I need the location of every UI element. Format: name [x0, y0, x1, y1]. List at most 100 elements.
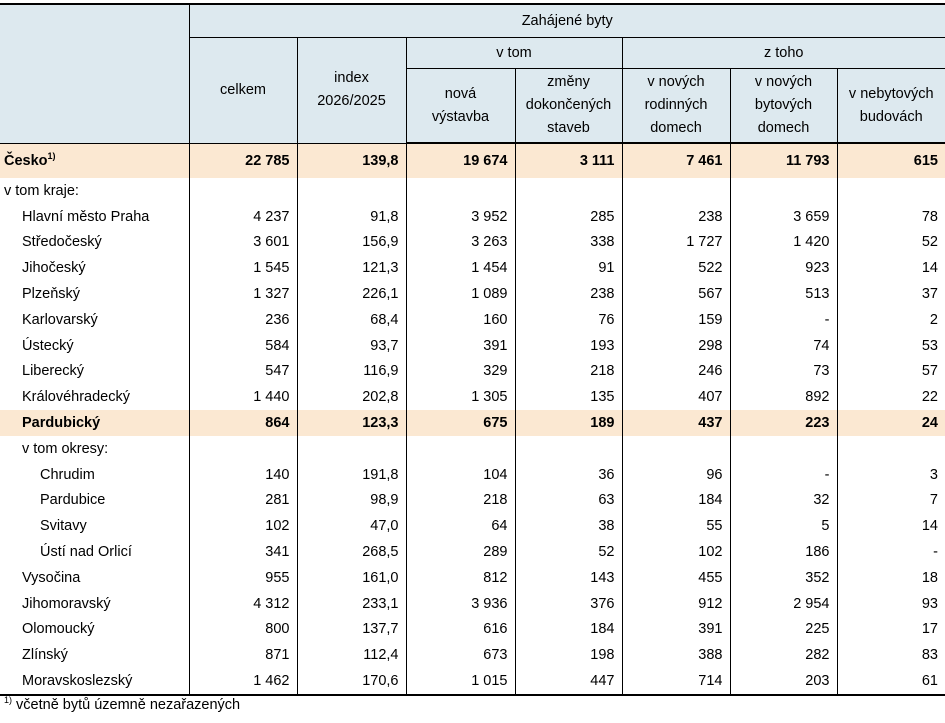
- cell-index: 93,7: [296, 332, 406, 359]
- row-name: Svitavy: [40, 518, 87, 535]
- cell-nebytove-budovy: 615: [836, 143, 945, 178]
- cell-index: 170,6: [296, 668, 406, 696]
- cell-nova-vystavba: 3 936: [405, 590, 515, 617]
- cell-zmeny-staveb: 376: [514, 590, 622, 617]
- cell-zmeny-staveb: 52: [514, 539, 622, 565]
- row-name: Královéhradecký: [22, 389, 130, 406]
- row-name: v tom okresy:: [22, 440, 109, 457]
- cell-index: 226,1: [296, 281, 406, 307]
- cell-index: 123,3: [296, 410, 406, 436]
- table-row: Jihomoravský 4 312 233,1 3 936 376 912 2 954 93: [0, 590, 945, 617]
- table-row: Liberecký 547 116,9 329 218 246 73 57: [0, 358, 945, 385]
- table-row: Zlínský 871 112,4 673 198 388 282 83: [0, 642, 945, 669]
- cell-zmeny-staveb: 285: [514, 203, 622, 230]
- cell-index: 268,5: [296, 539, 406, 565]
- cell-zmeny-staveb: 193: [514, 332, 622, 359]
- cell-nova-vystavba: 812: [405, 564, 515, 591]
- cell-nebytove-budovy: 2: [836, 306, 945, 333]
- cell-index: 112,4: [296, 642, 406, 669]
- cell-zmeny-staveb: [514, 435, 622, 462]
- cell-nebytove-budovy: 53: [836, 332, 945, 359]
- cell-rodinne-domy: [621, 178, 730, 204]
- cell-zmeny-staveb: 338: [514, 229, 622, 256]
- cell-index: 121,3: [296, 255, 406, 282]
- cell-nova-vystavba: 64: [405, 513, 515, 540]
- cell-zmeny-staveb: 38: [514, 513, 622, 540]
- cell-celkem: 1 545: [188, 255, 297, 282]
- row-name: Chrudim: [40, 466, 95, 483]
- cell-zmeny-staveb: 238: [514, 281, 622, 307]
- col-index: index 2026/2025: [296, 37, 406, 144]
- table-row: Středočeský 3 601 156,9 3 263 338 1 727 1 420 5…: [0, 229, 945, 256]
- cell-zmeny-staveb: [514, 178, 622, 204]
- cell-bytove-domy: 223: [729, 410, 837, 436]
- cell-celkem: 3 601: [188, 229, 297, 256]
- cell-zmeny-staveb: 447: [514, 668, 622, 696]
- cell-nebytove-budovy: [836, 435, 945, 462]
- footnote: 1) včetně bytů územně nezařazených: [4, 695, 241, 713]
- cell-nova-vystavba: 3 952: [405, 203, 515, 230]
- cell-bytove-domy: [729, 435, 837, 462]
- cell-zmeny-staveb: 189: [514, 410, 622, 436]
- z-toho-header: z toho: [621, 37, 945, 69]
- cell-rodinne-domy: 437: [621, 410, 730, 436]
- row-name: Olomoucký: [22, 621, 95, 638]
- cell-rodinne-domy: 455: [621, 564, 730, 591]
- row-name: Ústecký: [22, 337, 74, 354]
- cell-nova-vystavba: 19 674: [405, 143, 515, 178]
- cell-rodinne-domy: 391: [621, 616, 730, 643]
- cell-rodinne-domy: 238: [621, 203, 730, 230]
- cell-bytove-domy: 73: [729, 358, 837, 385]
- cell-rodinne-domy: 407: [621, 384, 730, 411]
- cell-nova-vystavba: 391: [405, 332, 515, 359]
- row-name: Liberecký: [22, 363, 85, 380]
- cell-rodinne-domy: 96: [621, 461, 730, 488]
- table-row: Olomoucký 800 137,7 616 184 391 225 17: [0, 616, 945, 643]
- table-row: Královéhradecký 1 440 202,8 1 305 135 407 892 2…: [0, 384, 945, 411]
- cell-rodinne-domy: 7 461: [621, 143, 730, 178]
- cell-nebytove-budovy: 93: [836, 590, 945, 617]
- header-row-3: nová výstavba změny dokončených staveb v no…: [0, 68, 945, 144]
- cell-index: 202,8: [296, 384, 406, 411]
- row-name: Česko1): [0, 143, 189, 178]
- cell-index: 137,7: [296, 616, 406, 643]
- cell-nova-vystavba: 1 089: [405, 281, 515, 307]
- cell-nova-vystavba: [405, 178, 515, 204]
- cell-index: 68,4: [296, 306, 406, 333]
- cell-index: 233,1: [296, 590, 406, 617]
- cell-zmeny-staveb: 135: [514, 384, 622, 411]
- cell-bytove-domy: -: [729, 306, 837, 333]
- table-row: Chrudim 140 191,8 104 36 96-3: [0, 461, 945, 488]
- cell-celkem: 236: [188, 306, 297, 333]
- cell-bytove-domy: [729, 178, 837, 204]
- col-bytove-domy: v nových bytových domech: [729, 68, 837, 144]
- cell-nebytove-budovy: 14: [836, 255, 945, 282]
- row-name: Středočeský: [22, 234, 102, 251]
- table-row: Ústí nad Orlicí 341 268,5 289 52 102 186-: [0, 539, 945, 565]
- table-row: Plzeňský 1 327 226,1 1 089 238 567 513 37: [0, 281, 945, 307]
- cell-nebytove-budovy: 7: [836, 487, 945, 514]
- col-zmeny-staveb: změny dokončených staveb: [514, 68, 622, 144]
- row-name: Zlínský: [22, 647, 68, 664]
- housing-starts-table: Zahájené byty celkem index 2026/2025 v to…: [0, 3, 945, 696]
- cell-nebytove-budovy: 52: [836, 229, 945, 256]
- cell-zmeny-staveb: 184: [514, 616, 622, 643]
- cell-nova-vystavba: 675: [405, 410, 515, 436]
- cell-bytove-domy: 2 954: [729, 590, 837, 617]
- header-row-1: Zahájené byty: [0, 3, 945, 144]
- group-title: Zahájené byty: [188, 3, 945, 38]
- cell-celkem: [188, 178, 297, 204]
- table-row: Ústecký 584 93,7 391 193 298 74 53: [0, 332, 945, 359]
- cell-celkem: 1 440: [188, 384, 297, 411]
- cell-celkem: 871: [188, 642, 297, 669]
- cell-celkem: [188, 435, 297, 462]
- cell-rodinne-domy: 102: [621, 539, 730, 565]
- table-row: Pardubice 281 98,9 218 63 184 32 7: [0, 487, 945, 514]
- cell-bytove-domy: 282: [729, 642, 837, 669]
- cell-nova-vystavba: 673: [405, 642, 515, 669]
- row-name: v tom kraje:: [4, 182, 79, 199]
- table-row: Svitavy 102 47,0 64 38 55 5 14: [0, 513, 945, 540]
- table-row-subheader: v tom kraje:: [0, 178, 945, 204]
- v-tom-header: v tom: [405, 37, 622, 69]
- cell-bytove-domy: 32: [729, 487, 837, 514]
